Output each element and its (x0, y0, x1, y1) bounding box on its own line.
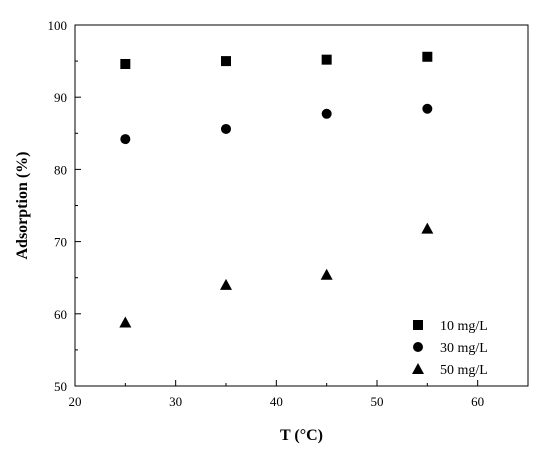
ticks: 20 30 40 50 60 50 60 70 80 90 100 (48, 18, 485, 409)
data-point (422, 103, 433, 114)
y-tick-label: 80 (54, 162, 67, 177)
data-point (120, 58, 131, 69)
x-axis-title: T (°C) (280, 427, 323, 444)
data-point (120, 134, 131, 145)
data-point (119, 316, 132, 328)
x-tick-label: 40 (270, 394, 283, 409)
x-tick-label: 50 (371, 394, 384, 409)
legend-marker (413, 342, 423, 352)
data-point (422, 51, 433, 62)
legend-label: 30 mg/L (440, 341, 488, 356)
data-point (220, 278, 232, 290)
y-axis-title: Adsorption (%) (14, 151, 31, 259)
legend-marker (413, 320, 423, 330)
data-point (320, 268, 333, 280)
data-point (421, 222, 434, 234)
legend-label: 50 mg/L (440, 363, 488, 378)
y-tick-label: 60 (54, 307, 67, 322)
x-tick-label: 20 (69, 394, 82, 409)
data-point (221, 123, 231, 134)
y-tick-label: 100 (48, 18, 68, 33)
legend: 10 mg/L 30 mg/L 50 mg/L (412, 319, 488, 378)
y-tick-label: 50 (54, 379, 67, 394)
data-points (119, 51, 434, 328)
data-point (321, 54, 332, 65)
x-tick-label: 60 (471, 394, 484, 409)
legend-marker (412, 363, 424, 374)
legend-label: 10 mg/L (440, 319, 488, 334)
data-point (221, 56, 231, 67)
y-tick-label: 90 (54, 90, 67, 105)
x-tick-label: 30 (169, 394, 182, 409)
data-point (321, 108, 332, 119)
y-tick-label: 70 (54, 235, 67, 250)
